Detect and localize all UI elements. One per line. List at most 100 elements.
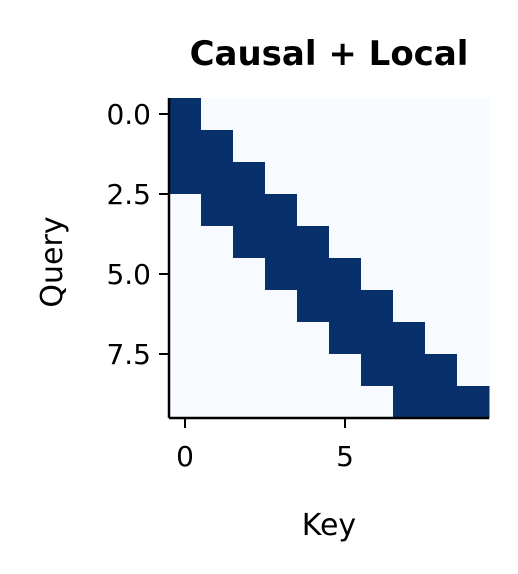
heatmap-cell <box>361 98 394 131</box>
heatmap-cell <box>425 130 458 163</box>
heatmap-cell <box>393 258 426 291</box>
heatmap-cell <box>329 386 362 419</box>
heatmap-cell <box>297 386 330 419</box>
heatmap-cell <box>201 386 234 419</box>
heatmap-cell <box>457 226 490 259</box>
heatmap-cell <box>233 98 266 131</box>
y-tick-label: 5.0 <box>106 258 151 291</box>
chart-title: Causal + Local <box>190 34 469 74</box>
heatmap-cell <box>393 226 426 259</box>
heatmap-cell <box>201 258 234 291</box>
heatmap-cell <box>297 258 330 291</box>
heatmap-cell <box>233 194 266 227</box>
y-ticks: 0.0 2.5 5.0 7.5 <box>106 98 169 371</box>
heatmap-cell <box>169 386 202 419</box>
heatmap-cell <box>265 130 298 163</box>
heatmap-cell <box>297 290 330 323</box>
heatmap-cell <box>425 354 458 387</box>
heatmap-cell <box>361 322 394 355</box>
heatmap-cell <box>329 98 362 131</box>
heatmap-cell <box>329 162 362 195</box>
heatmap-cell <box>361 162 394 195</box>
heatmap-cell <box>233 258 266 291</box>
heatmap-cell <box>425 258 458 291</box>
y-tick-label: 2.5 <box>106 178 151 211</box>
heatmap-cell <box>265 194 298 227</box>
heatmap-cell <box>329 354 362 387</box>
heatmap-cell <box>457 322 490 355</box>
heatmap-cell <box>457 290 490 323</box>
heatmap-cell <box>169 130 202 163</box>
heatmap-cell <box>297 194 330 227</box>
heatmap-cell <box>393 354 426 387</box>
heatmap-cell <box>425 226 458 259</box>
heatmap-cell <box>393 98 426 131</box>
heatmap-cell <box>329 290 362 323</box>
heatmap-cell <box>233 386 266 419</box>
heatmap-cell <box>201 130 234 163</box>
x-tick-label: 5 <box>336 440 354 473</box>
heatmap-cell <box>265 226 298 259</box>
heatmap-cell <box>233 130 266 163</box>
heatmap-cell <box>457 194 490 227</box>
heatmap-cell <box>457 162 490 195</box>
heatmap-cell <box>361 194 394 227</box>
heatmap-cell <box>201 354 234 387</box>
heatmap-cell <box>361 290 394 323</box>
heatmap-cell <box>329 322 362 355</box>
heatmap-cell <box>425 386 458 419</box>
heatmap-cell <box>457 258 490 291</box>
heatmap-cell <box>169 290 202 323</box>
heatmap-cell <box>393 322 426 355</box>
heatmap-cell <box>393 162 426 195</box>
heatmap-cell <box>297 130 330 163</box>
y-tick-label: 0.0 <box>106 98 151 131</box>
heatmap-cell <box>297 98 330 131</box>
heatmap-cell <box>361 258 394 291</box>
heatmap-cell <box>457 354 490 387</box>
heatmap-cell <box>393 290 426 323</box>
heatmap-cell <box>265 162 298 195</box>
heatmap-cell <box>265 290 298 323</box>
heatmap-cell <box>169 354 202 387</box>
x-axis-label: Key <box>302 508 356 543</box>
y-tick-label: 7.5 <box>106 338 151 371</box>
heatmap-cell <box>425 98 458 131</box>
heatmap-cell <box>265 98 298 131</box>
heatmap-cell <box>265 322 298 355</box>
heatmap-cell <box>169 258 202 291</box>
heatmap-cell <box>233 162 266 195</box>
heatmap-cell <box>201 322 234 355</box>
heatmap-cell <box>329 226 362 259</box>
x-tick-label: 0 <box>176 440 194 473</box>
heatmap-cell <box>329 130 362 163</box>
heatmap-cell <box>201 194 234 227</box>
heatmap-cell <box>169 322 202 355</box>
heatmap-cell <box>297 162 330 195</box>
heatmap-cell <box>425 194 458 227</box>
heatmap-cell <box>425 290 458 323</box>
heatmap-cell <box>201 226 234 259</box>
heatmap-cell <box>393 386 426 419</box>
heatmap-cell <box>233 354 266 387</box>
heatmap-cell <box>425 162 458 195</box>
heatmap-cell <box>329 194 362 227</box>
heatmap-cell <box>361 226 394 259</box>
heatmap-cell <box>329 258 362 291</box>
heatmap-cell <box>457 98 490 131</box>
heatmap-cell <box>233 226 266 259</box>
heatmap-cell <box>425 322 458 355</box>
heatmap-cell <box>457 386 490 419</box>
heatmap-cell <box>265 386 298 419</box>
y-axis-label: Query <box>35 216 70 307</box>
heatmap-cell <box>201 98 234 131</box>
heatmap-cell <box>233 290 266 323</box>
heatmap-cell <box>361 386 394 419</box>
heatmap-cell <box>361 130 394 163</box>
heatmap-cell <box>393 194 426 227</box>
heatmap-cell <box>233 322 266 355</box>
heatmap-cell <box>169 162 202 195</box>
heatmap-cell <box>265 258 298 291</box>
heatmap-cell <box>297 322 330 355</box>
